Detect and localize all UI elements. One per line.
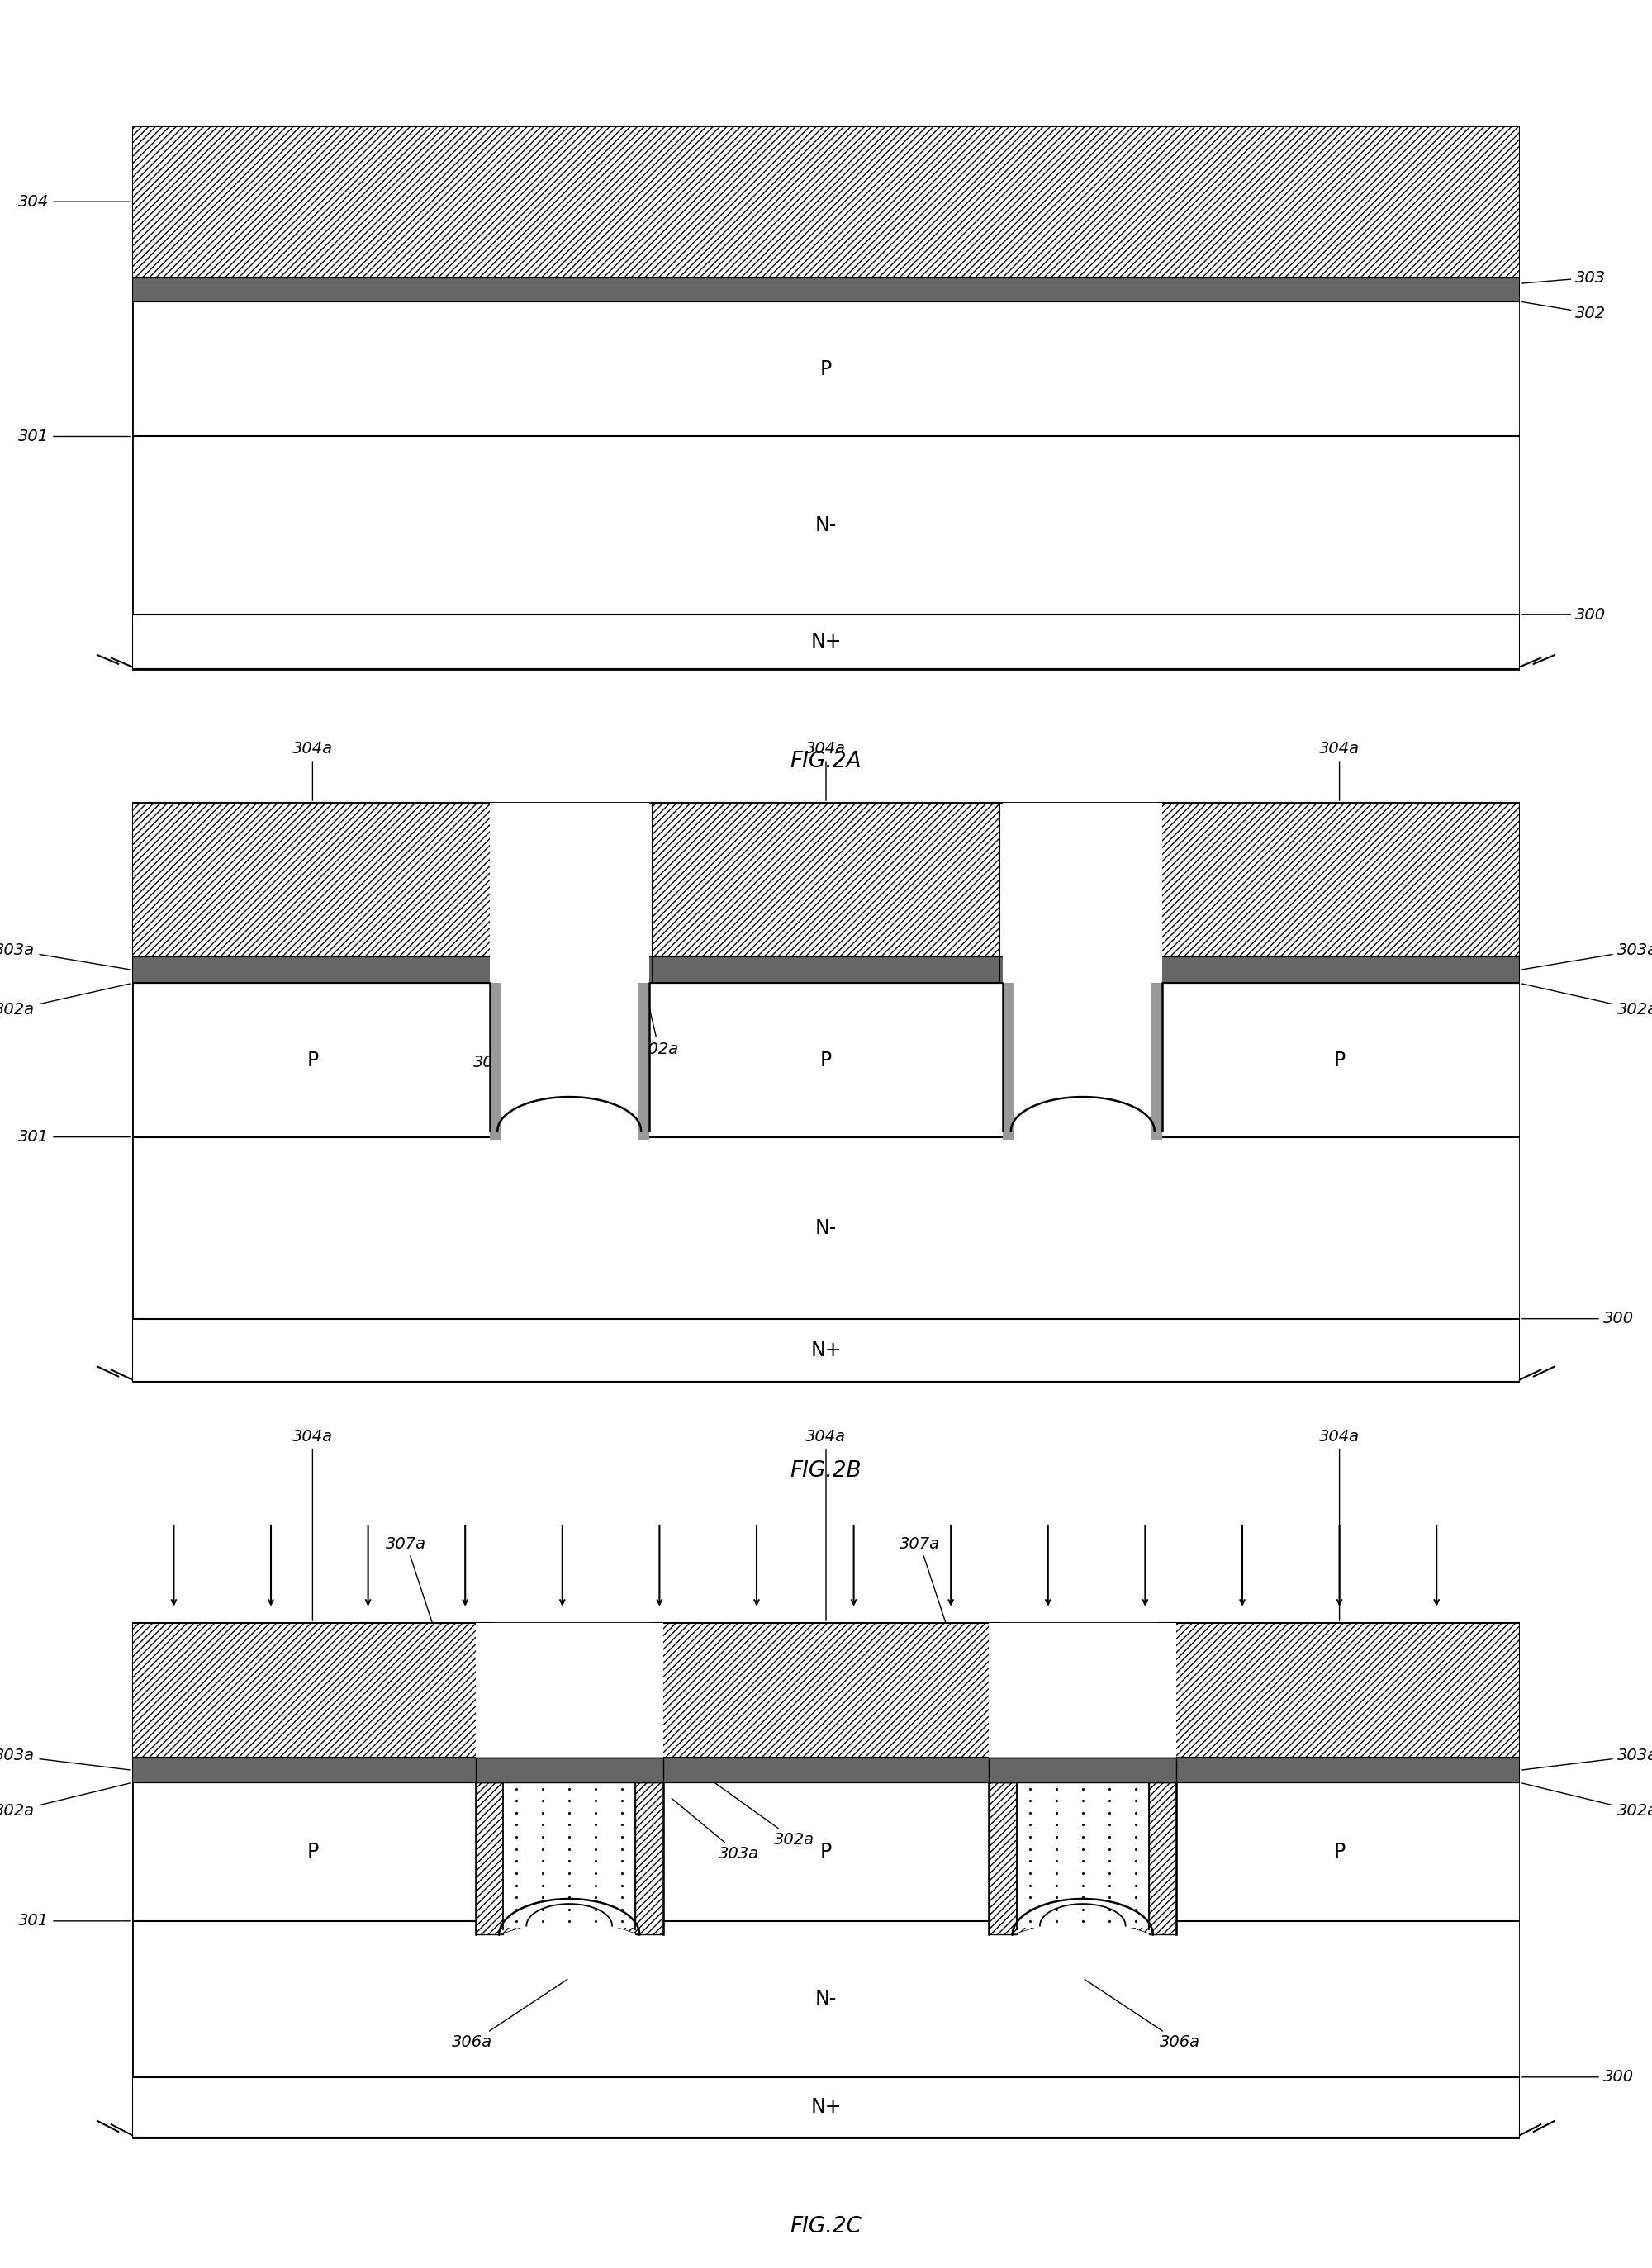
Text: 304: 304 [18, 193, 131, 209]
Text: 303: 303 [1521, 270, 1606, 286]
Text: 301: 301 [18, 1914, 131, 1928]
Text: P: P [1333, 1050, 1345, 1070]
Text: 301: 301 [18, 429, 131, 445]
Text: 303a: 303a [0, 1749, 131, 1769]
Bar [476, 1783, 504, 1935]
Bar [132, 957, 1520, 984]
Text: 302a: 302a [0, 984, 131, 1018]
Text: 303a: 303a [672, 1799, 758, 1862]
Text: 302a: 302a [1521, 1783, 1652, 1819]
Text: 304a: 304a [1320, 742, 1360, 801]
Text: N-: N- [814, 1218, 838, 1238]
Text: 304a: 304a [806, 742, 846, 801]
Bar [1003, 803, 1163, 984]
Bar [132, 1758, 1520, 1783]
Text: 302a: 302a [1521, 984, 1652, 1018]
Bar [504, 1783, 634, 1928]
Text: 300: 300 [1521, 608, 1606, 621]
Text: 301: 301 [18, 1129, 131, 1145]
Text: 300: 300 [1521, 2068, 1634, 2084]
Text: FIG.2B: FIG.2B [790, 1461, 862, 1481]
Bar [132, 615, 1520, 669]
Bar [653, 803, 999, 957]
Text: FIG.2C: FIG.2C [790, 2216, 862, 2239]
Text: 303a: 303a [1521, 943, 1652, 968]
Text: 302: 302 [1521, 302, 1606, 322]
Bar [1160, 803, 1520, 957]
Text: N+: N+ [811, 633, 841, 651]
Text: N-: N- [814, 515, 838, 535]
Bar [489, 984, 501, 1139]
Bar [1003, 984, 1014, 1139]
Text: 300: 300 [1521, 1311, 1634, 1327]
Bar [638, 984, 649, 1139]
Bar [653, 957, 999, 984]
Bar [1160, 957, 1520, 984]
Polygon shape [1013, 1898, 1153, 1935]
Bar [1018, 1783, 1148, 1928]
Text: 304a: 304a [1320, 1429, 1360, 1622]
Bar [132, 277, 1520, 302]
Text: 302a: 302a [707, 1776, 814, 1848]
Bar [476, 1758, 662, 1783]
Bar [132, 1318, 1520, 1381]
Bar [132, 127, 1520, 277]
Bar [489, 984, 649, 1166]
Text: 302a: 302a [639, 980, 679, 1057]
Bar [653, 1758, 999, 1783]
Bar [1151, 984, 1163, 1139]
Bar [990, 1624, 1176, 1971]
Bar [489, 803, 649, 984]
Text: 304a: 304a [292, 1429, 332, 1622]
Bar [132, 2077, 1520, 2136]
Text: P: P [1333, 1842, 1345, 1862]
Text: 303a: 303a [472, 1005, 514, 1070]
Polygon shape [499, 1898, 639, 1935]
Bar [634, 1783, 662, 1935]
Text: P: P [819, 1050, 833, 1070]
Bar [1160, 1758, 1520, 1783]
Text: 302a: 302a [0, 1783, 131, 1819]
Bar [990, 1783, 1018, 1935]
Text: P: P [307, 1842, 319, 1862]
Text: P: P [307, 1050, 319, 1070]
Bar [132, 803, 492, 957]
Text: P: P [819, 1842, 833, 1862]
Bar [132, 1758, 492, 1783]
Text: 307a: 307a [899, 1535, 1003, 1794]
Bar [653, 1624, 999, 1758]
Text: 306a: 306a [1085, 1980, 1199, 2050]
Text: 306a: 306a [453, 1980, 567, 2050]
Bar [132, 957, 492, 984]
Text: N-: N- [814, 1989, 838, 2009]
Text: N+: N+ [811, 2098, 841, 2116]
Text: 304a: 304a [806, 1429, 846, 1622]
Text: P: P [819, 358, 833, 379]
Bar [1148, 1783, 1176, 1935]
Bar [1160, 1624, 1520, 1758]
Bar [1003, 984, 1163, 1166]
Bar [132, 803, 1520, 1381]
Text: 307a: 307a [387, 1535, 489, 1794]
Bar [476, 1624, 662, 1971]
Bar [132, 1624, 1520, 2136]
Text: 303a: 303a [1521, 1749, 1652, 1769]
Bar [132, 1624, 492, 1758]
Bar [990, 1758, 1176, 1783]
Text: FIG.2A: FIG.2A [790, 751, 862, 773]
Text: N+: N+ [811, 1340, 841, 1361]
Text: 303a: 303a [0, 943, 131, 968]
Text: 304a: 304a [292, 742, 332, 801]
